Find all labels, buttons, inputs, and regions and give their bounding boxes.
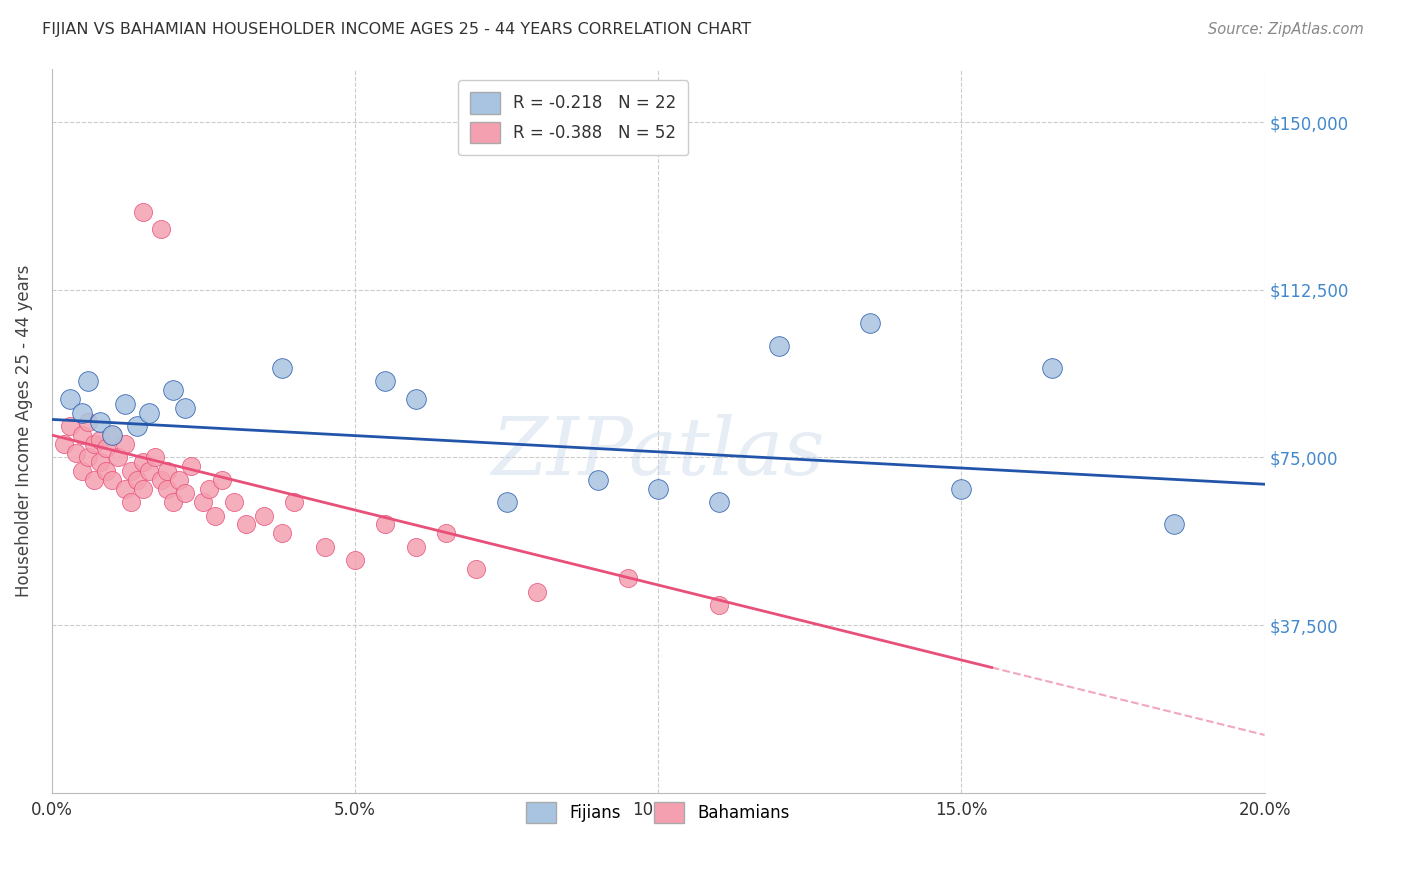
Point — [526, 584, 548, 599]
Point — [138, 464, 160, 478]
Point — [149, 222, 172, 236]
Point — [174, 486, 197, 500]
Point — [125, 419, 148, 434]
Point — [143, 450, 166, 465]
Point — [89, 433, 111, 447]
Point — [149, 473, 172, 487]
Point — [314, 540, 336, 554]
Point — [65, 446, 87, 460]
Point — [222, 495, 245, 509]
Point — [77, 375, 100, 389]
Point — [1163, 517, 1185, 532]
Point — [465, 562, 488, 576]
Point — [167, 473, 190, 487]
Point — [70, 406, 93, 420]
Point — [101, 428, 124, 442]
Text: Source: ZipAtlas.com: Source: ZipAtlas.com — [1208, 22, 1364, 37]
Point — [174, 401, 197, 416]
Point — [405, 540, 427, 554]
Point — [156, 482, 179, 496]
Point — [83, 437, 105, 451]
Point — [859, 316, 882, 330]
Point — [138, 406, 160, 420]
Text: FIJIAN VS BAHAMIAN HOUSEHOLDER INCOME AGES 25 - 44 YEARS CORRELATION CHART: FIJIAN VS BAHAMIAN HOUSEHOLDER INCOME AG… — [42, 22, 751, 37]
Point — [96, 464, 118, 478]
Point — [271, 361, 294, 376]
Point — [768, 339, 790, 353]
Point — [950, 482, 973, 496]
Point — [495, 495, 517, 509]
Point — [647, 482, 669, 496]
Point — [96, 442, 118, 456]
Point — [114, 482, 136, 496]
Point — [114, 397, 136, 411]
Point — [707, 495, 730, 509]
Point — [235, 517, 257, 532]
Point — [193, 495, 215, 509]
Point — [77, 450, 100, 465]
Point — [52, 437, 75, 451]
Point — [343, 553, 366, 567]
Point — [59, 392, 82, 407]
Point — [120, 495, 142, 509]
Point — [271, 526, 294, 541]
Point — [204, 508, 226, 523]
Point — [132, 482, 155, 496]
Legend: Fijians, Bahamians: Fijians, Bahamians — [515, 790, 801, 835]
Point — [132, 455, 155, 469]
Point — [374, 375, 396, 389]
Point — [59, 419, 82, 434]
Point — [120, 464, 142, 478]
Point — [101, 428, 124, 442]
Point — [374, 517, 396, 532]
Point — [70, 428, 93, 442]
Point — [180, 459, 202, 474]
Point — [162, 495, 184, 509]
Point — [156, 464, 179, 478]
Point — [253, 508, 276, 523]
Point — [89, 455, 111, 469]
Point — [586, 473, 609, 487]
Y-axis label: Householder Income Ages 25 - 44 years: Householder Income Ages 25 - 44 years — [15, 264, 32, 597]
Point — [114, 437, 136, 451]
Point — [617, 571, 640, 585]
Point — [101, 473, 124, 487]
Text: ZIPatlas: ZIPatlas — [492, 414, 825, 491]
Point — [89, 415, 111, 429]
Point — [162, 384, 184, 398]
Point — [283, 495, 305, 509]
Point — [107, 450, 129, 465]
Point — [125, 473, 148, 487]
Point — [211, 473, 233, 487]
Point — [405, 392, 427, 407]
Point — [77, 415, 100, 429]
Point — [83, 473, 105, 487]
Point — [707, 598, 730, 612]
Point — [132, 204, 155, 219]
Point — [1040, 361, 1063, 376]
Point — [434, 526, 457, 541]
Point — [198, 482, 221, 496]
Point — [70, 464, 93, 478]
